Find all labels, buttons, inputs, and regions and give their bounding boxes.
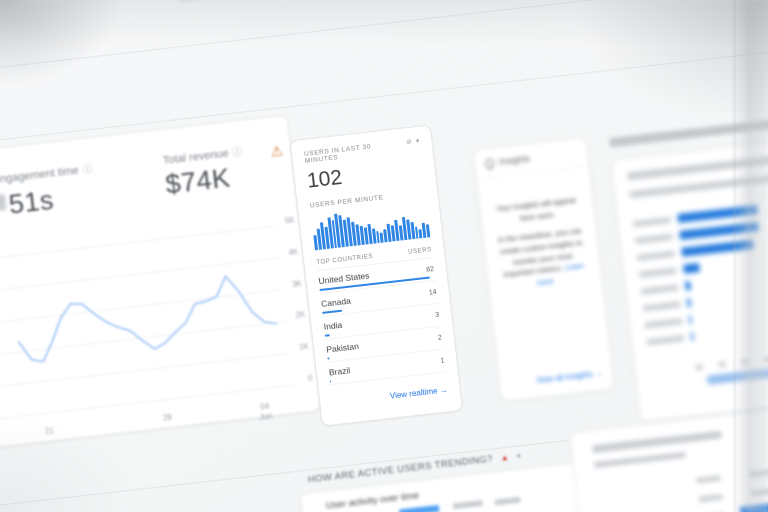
number-cell-blurred [698,493,723,503]
x-tick-label: 04 Jun [258,401,273,422]
dropdown-caret-icon[interactable]: ▾ [516,451,522,461]
view-realtime-link[interactable]: View realtime → [389,385,448,401]
country-name: India [323,319,343,332]
card-link-blurred[interactable] [706,367,768,385]
bar [688,315,693,325]
legend-chip-blurred [398,504,440,512]
country-name: Canada [320,295,352,309]
top-countries-header: TOP COUNTRIES [316,253,374,267]
engagement-time-value: 51s [7,184,56,220]
bar-chart-x-axis [695,354,768,370]
number-cell-blurred [696,474,721,484]
country-share-bar [322,309,342,314]
country-name: Brazil [328,365,351,378]
bar [683,262,701,274]
insights-empty-text: Your insights will appear here soon. [495,195,577,223]
users-per-minute-bar [426,224,431,238]
metric-label-text: engagement time [0,164,80,187]
country-users-value: 14 [428,288,437,297]
bar-label-blurred [644,317,683,328]
horizontal-bar-chart [632,179,768,350]
alert-icon: ▲ [500,452,510,463]
card-title-blurred [591,430,722,454]
lightbulb-icon [484,157,495,168]
y-tick-label: 1K [298,341,310,352]
bar [690,332,694,342]
number-cell-blurred [751,487,768,497]
numbers-row-blurred [696,445,768,484]
country-share-bar [327,357,330,360]
total-revenue-value: $74K [163,162,233,200]
revenue-line-chart [9,227,283,415]
bar-label-blurred [642,300,681,312]
browser-tab-fragment [177,0,236,2]
numbers-grid-blurred [696,445,768,512]
y-tick-label: 4K [287,247,299,258]
bar-label-blurred [646,334,685,345]
axis-tick-blurred [695,364,704,370]
top-dimensions-card: ▾ [610,120,768,423]
overview-metrics-card: engagement time ⓘ 51s Total revenue ⓘ $74K… [0,114,322,470]
numbers-row-blurred [698,464,768,503]
insights-title: Insights [498,153,531,167]
country-users-value: 3 [434,311,440,320]
card-title-blurred [627,155,768,181]
engagement-time-label: engagement time ⓘ [0,160,93,186]
axis-tick-blurred [764,356,768,363]
number-cell-blurred [749,468,768,478]
country-users-value: 1 [440,357,445,365]
x-tick-label: 28 [162,412,173,423]
legend-text-blurred [494,496,521,506]
users-per-minute-chart [311,203,431,251]
bar-label-blurred [640,283,679,295]
section-header-blurred [609,115,768,148]
info-icon[interactable]: ⓘ [81,164,94,177]
bar [686,298,692,308]
insights-card: Insights Your insights will appear here … [472,136,615,403]
info-icon[interactable]: ⓘ [232,146,244,159]
dropdown-caret-icon[interactable]: ▾ [415,137,420,146]
y-tick-label: 5K [284,215,296,226]
top-countries-table: United States 82 Canada 14 India 3 Pakis… [317,258,446,386]
axis-tick-blurred [741,358,749,365]
card-edge-line [0,0,768,88]
y-tick-label: 0 [307,373,314,383]
y-tick-label: 3K [291,278,303,289]
country-name: Pakistan [325,341,360,355]
arrow-right-icon: → [594,368,604,379]
country-share-bar [324,334,330,337]
users-column-header: USERS [407,247,433,256]
bar [684,281,691,291]
warning-triangle-icon[interactable]: ⚠ [269,142,285,160]
realtime-card-menu[interactable]: ⊘ ▾ [406,138,420,146]
arrow-right-icon: → [439,385,449,396]
view-all-insights-link[interactable]: View all insights → [536,369,604,386]
country-users-value: 82 [425,266,435,274]
y-tick-label: 2K [295,310,306,321]
users-per-minute-bar [371,228,377,244]
link-text: View all insights [535,369,594,386]
bar-label-blurred [636,250,676,261]
cropped-text-fragment [0,194,7,212]
country-share-bar [329,380,332,383]
bar-label-blurred [634,233,674,244]
card-subtitle-blurred [593,451,686,469]
link-text: View realtime [389,386,439,401]
x-tick-label: 21 [44,426,55,437]
bar-label-blurred [638,267,677,278]
insights-helper-text: In the meantime, you can create custom i… [494,225,592,293]
bar-label-blurred [632,216,672,227]
total-revenue-label: Total revenue ⓘ [162,143,243,167]
legend-text-blurred [452,499,484,510]
country-users-value: 2 [437,334,443,342]
axis-tick-blurred [718,361,726,368]
circle-slash-icon[interactable]: ⊘ [405,138,413,147]
